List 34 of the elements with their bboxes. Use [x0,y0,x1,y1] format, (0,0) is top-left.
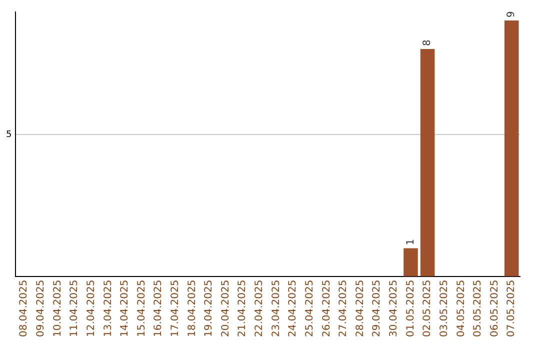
x-tick-label: 29.04.2025 [372,280,383,338]
x-tick-label: 25.04.2025 [304,280,316,338]
x-tick-label: 11.04.2025 [69,280,80,338]
x-tick-label: 13.04.2025 [102,280,114,338]
x-tick-label: 23.04.2025 [270,280,282,338]
y-tick-label: 5 [6,130,12,140]
x-tick-label: 20.04.2025 [220,280,232,338]
data-label: 8 [422,40,434,46]
x-tick-label: 21.04.2025 [237,280,248,338]
x-tick-label: 26.04.2025 [321,280,332,338]
x-tick-label: 22.04.2025 [254,280,266,338]
x-tick-label: 01.05.2025 [405,280,416,338]
data-label: 9 [506,11,518,18]
x-tick-label: 08.04.2025 [18,280,30,338]
x-tick-label: 15.04.2025 [136,280,148,338]
x-tick-label: 04.05.2025 [456,280,467,338]
x-tick-label: 28.04.2025 [354,280,366,338]
x-tick-label: 17.04.2025 [170,280,182,338]
x-tick-label: 14.04.2025 [120,280,131,338]
x-tick-label: 18.04.2025 [186,280,198,338]
x-tick-label: 09.04.2025 [36,280,47,338]
x-tick-label: 19.04.2025 [204,280,215,338]
x-tick-label: 12.04.2025 [86,280,97,338]
x-tick-label: 06.05.2025 [489,280,500,338]
x-tick-label: 05.05.2025 [472,280,484,338]
x-tick-label: 27.04.2025 [338,280,350,338]
x-tick-label: 16.04.2025 [153,280,164,338]
data-label: 1 [405,238,416,246]
x-tick-label: 07.05.2025 [506,280,518,338]
x-tick-label: 10.04.2025 [52,280,64,338]
x-tick-label: 03.05.2025 [438,280,450,338]
x-tick-label: 24.04.2025 [288,280,299,338]
x-tick-label: 30.04.2025 [388,280,400,338]
x-tick-label: 02.05.2025 [422,280,434,338]
